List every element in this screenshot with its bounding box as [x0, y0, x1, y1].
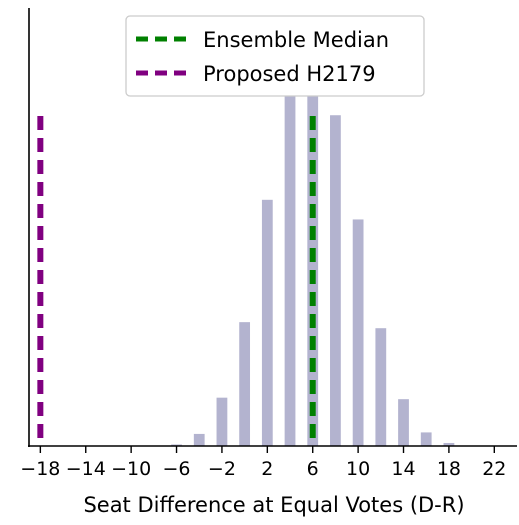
axes	[28, 8, 517, 447]
histogram-bar	[443, 442, 455, 446]
histogram-bar	[284, 94, 296, 446]
median-lines-group	[37, 116, 316, 446]
histogram-bar	[239, 322, 251, 446]
x-tick-label: −14	[66, 458, 106, 480]
x-ticks: −18 −14 −10 −6 −2 2 6 10 14 18 22	[20, 446, 506, 480]
histogram-bar	[261, 199, 273, 446]
x-tick-label: −10	[111, 458, 151, 480]
x-tick-label: −18	[20, 458, 60, 480]
x-tick-label: 6	[307, 458, 319, 480]
histogram-bar	[216, 397, 228, 446]
legend-frame	[125, 15, 425, 97]
legend: Ensemble Median Proposed H2179	[125, 15, 425, 97]
histogram-bar	[398, 399, 409, 446]
histogram-bar	[375, 328, 387, 446]
histogram-bar	[352, 219, 364, 446]
histogram-bar	[420, 432, 432, 446]
x-tick-label: −2	[208, 458, 236, 480]
x-tick-label: 10	[346, 458, 370, 480]
histogram-bar	[330, 115, 341, 446]
legend-label-proposed: Proposed H2179	[203, 62, 376, 86]
x-tick-label: 18	[437, 458, 461, 480]
legend-label-ensemble-median: Ensemble Median	[203, 28, 389, 52]
x-tick-label: 2	[261, 458, 273, 480]
x-tick-label: 14	[391, 458, 415, 480]
x-tick-label: 22	[482, 458, 506, 480]
x-tick-label: −6	[163, 458, 191, 480]
x-axis-label: Seat Difference at Equal Votes (D-R)	[83, 493, 464, 517]
histogram-bar	[193, 433, 205, 446]
